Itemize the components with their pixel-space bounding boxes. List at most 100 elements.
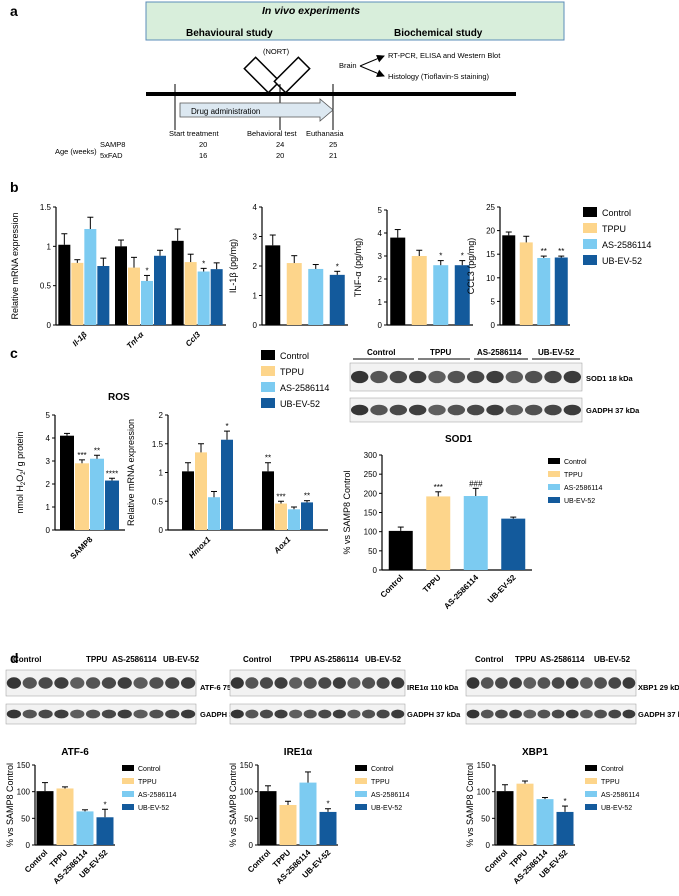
timeline-bar — [146, 92, 516, 96]
wb-c-control: Control — [367, 348, 395, 357]
y-tick-label: 300 — [364, 451, 378, 460]
blot-band — [537, 709, 551, 719]
blot-band — [486, 404, 504, 416]
blot-band — [551, 677, 565, 689]
category-label: Control — [246, 848, 272, 874]
blot-band — [274, 677, 288, 689]
blot-band — [391, 709, 405, 719]
rtpcr-label: RT-PCR, ELISA and Western Blot — [388, 51, 501, 60]
significance-mark: * — [145, 266, 148, 275]
panel-a: a In vivo experiments Behavioural study … — [10, 1, 565, 160]
sod1-blot — [349, 362, 583, 392]
wb-d1-control: Control — [13, 655, 41, 664]
bar — [36, 791, 54, 845]
samp8-age-end: 25 — [329, 140, 337, 149]
blot-band — [70, 677, 85, 689]
brain-arrow-up — [359, 55, 385, 67]
y-tick-label: 4 — [253, 203, 258, 212]
bar — [208, 497, 220, 530]
y-tick-label: 0 — [47, 321, 52, 330]
significance-mark: ** — [265, 454, 271, 463]
blot-band — [447, 404, 466, 416]
bar — [221, 439, 233, 530]
blot-band — [22, 677, 37, 689]
legend-b-control: Control — [602, 208, 631, 218]
blot-band — [180, 709, 196, 719]
fxfad-age-end: 21 — [329, 151, 337, 160]
category-label: UB-EV-52 — [486, 573, 518, 605]
legend-c-ub: UB-EV-52 — [280, 399, 320, 409]
wb-d3-control: Control — [475, 655, 503, 664]
legend-d2-tppu: TPPU — [371, 779, 390, 786]
atf6-band-label: ATF-6 75 kDa — [200, 683, 248, 692]
y-tick-label: 100 — [240, 788, 254, 797]
significance-mark: * — [563, 797, 566, 806]
y-axis-label: TNF-α (pg/mg) — [353, 238, 363, 297]
sod1-western: Control TPPU AS-2586114 UB-EV-52 SOD1 18… — [349, 348, 640, 423]
significance-mark: * — [439, 252, 442, 261]
brain-label: Brain — [339, 61, 357, 70]
study-banner — [145, 1, 565, 41]
legend-d3: Control TPPU AS-2586114 UB-EV-52 — [585, 765, 640, 812]
category-label: Aox1 — [272, 535, 293, 556]
bar — [115, 246, 127, 325]
blot-band — [466, 404, 485, 416]
samp8-age-test: 24 — [276, 140, 284, 149]
blot-band — [408, 370, 427, 384]
y-tick-label: 150 — [477, 761, 491, 770]
blot-band — [594, 709, 607, 719]
legend-d3-as: AS-2586114 — [601, 792, 640, 799]
legend-c-control: Control — [280, 351, 309, 361]
blot-band — [523, 677, 537, 689]
blot-band — [101, 709, 117, 719]
wb-d2-as: AS-2586114 — [314, 655, 359, 664]
bar — [516, 783, 534, 845]
blot-band — [580, 677, 593, 689]
blot-band — [376, 677, 390, 689]
bar — [390, 237, 406, 325]
y-tick-label: 20 — [486, 227, 495, 236]
bar — [388, 530, 413, 570]
blot-band — [117, 677, 132, 689]
blot-band — [318, 677, 332, 689]
blot-band — [544, 370, 562, 384]
blot-band — [523, 709, 537, 719]
blot-band — [524, 370, 543, 384]
category-label: AS-2586114 — [442, 573, 480, 611]
y-tick-label: 50 — [244, 814, 253, 823]
blot-membrane — [229, 703, 406, 725]
gapdh-c-band-label: GADPH 37 kDa — [586, 406, 640, 415]
significance-mark: ** — [304, 492, 310, 501]
y-tick-label: 2 — [46, 480, 51, 489]
y-tick-label: 50 — [368, 547, 377, 556]
y-tick-label: 1.5 — [40, 203, 52, 212]
bar — [496, 791, 514, 845]
wb-d3-ub: UB-EV-52 — [594, 655, 631, 664]
legend-d3-ub: UB-EV-52 — [601, 805, 632, 812]
y-tick-label: 4 — [378, 229, 383, 238]
blot-band — [370, 404, 388, 416]
panel-d-label: d — [10, 650, 19, 666]
banner-title: In vivo experiments — [262, 5, 360, 17]
bar — [76, 811, 94, 845]
blot-band — [165, 709, 180, 719]
significance-mark: * — [336, 262, 339, 271]
wb-d1-as: AS-2586114 — [112, 655, 157, 664]
y-axis-label: IL-1β (pg/mg) — [228, 239, 238, 293]
blot-band — [180, 677, 196, 689]
legend-b: Control TPPU AS-2586114 UB-EV-52 — [583, 207, 651, 266]
legend-b-swatch-ub — [583, 255, 597, 265]
blot-band — [537, 677, 551, 689]
ire1-western: Control TPPU AS-2586114 UB-EV-52 IRE1α 1… — [229, 655, 461, 725]
y-tick-label: 0 — [486, 841, 491, 850]
biochemical-study-label: Biochemical study — [394, 28, 483, 39]
y-tick-label: 150 — [240, 761, 254, 770]
y-axis-label: % vs SAMP8 Control — [342, 470, 352, 554]
gapdh-d1-label: GADPH 37 kDa — [200, 710, 254, 719]
y-axis-label: Relative mRNA expression — [10, 212, 20, 319]
category-label: Control — [483, 848, 509, 874]
drug-admin-arrow — [179, 98, 334, 122]
